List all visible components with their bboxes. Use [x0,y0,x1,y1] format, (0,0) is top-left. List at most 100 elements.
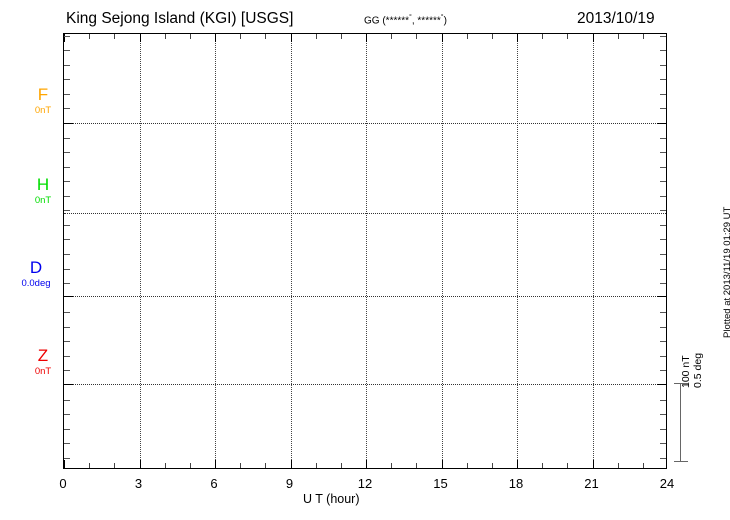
x-axis-tick-top [265,34,267,39]
x-axis-tick [441,460,443,468]
x-axis-tick-top [340,34,342,39]
x-axis-tick [164,463,166,468]
x-axis-tick-top [441,34,443,42]
x-axis-tick [89,463,91,468]
y-axis-tick-right [660,355,666,357]
x-axis-tick [416,463,418,468]
component-label-f: F 0nT [30,86,56,117]
component-baseline-d: 0.0deg [21,278,51,289]
y-axis-tick-right [660,79,666,81]
y-axis-tick-right [657,123,666,124]
x-axis-tick-top [642,34,644,39]
component-letter-f: F [37,85,49,104]
y-axis-tick-right [660,166,666,168]
x-axis-ticklabel: 6 [210,476,218,491]
y-axis-tick-right [660,370,666,372]
y-axis-tick [64,399,70,401]
y-axis-tick [64,224,70,226]
y-axis-tick [64,341,70,343]
vertical-gridline [366,34,367,468]
degree-symbol-lon: ° [440,14,444,21]
vertical-gridline [592,34,594,468]
y-axis-tick-right [660,268,666,270]
y-axis-tick-right [660,312,666,314]
x-axis-tick [64,460,65,468]
y-axis-tick-right [660,443,666,445]
x-axis-tick [366,460,367,468]
x-axis-tick [391,463,393,468]
vertical-gridline [215,34,216,468]
x-axis-tick-top [114,34,116,39]
x-axis-title: U T (hour) [303,492,360,506]
coords-longitude: ****** [417,15,441,27]
y-axis-tick-right [660,224,666,226]
y-axis-tick [64,108,70,110]
x-axis-tick-top [366,34,367,42]
y-axis-tick-right [660,93,666,95]
coords-suffix: ) [443,15,447,27]
component-letter-d: D [29,258,43,277]
y-axis-tick [64,443,70,445]
y-axis-tick [64,35,70,37]
x-axis-ticklabel: 15 [433,476,448,491]
scale-bar-label-deg: 0.5 deg [691,352,704,388]
y-axis-tick-right [660,414,666,415]
y-axis-tick [64,93,70,95]
y-axis-tick [64,296,73,297]
y-axis-tick [64,268,70,270]
y-axis-tick [64,195,70,197]
x-axis-tick-top [64,34,65,42]
baseline-gridline-horizontal [64,213,666,214]
component-baseline-f: 0nT [34,105,52,116]
x-axis-tick-top [189,34,191,39]
x-axis-tick-top [491,34,493,39]
baseline-gridline-declination [64,296,666,297]
y-axis-tick [64,210,70,212]
y-axis-tick-right [660,399,666,401]
x-axis-tick-top [290,34,292,42]
y-axis-tick [64,384,73,385]
y-axis-tick-right [660,35,666,37]
component-label-z: Z 0nT [30,347,56,378]
y-axis-tick [64,137,70,139]
coords-prefix: GG ( [364,15,386,27]
y-axis-tick [64,355,70,357]
x-axis-tick-top [466,34,468,39]
x-axis-ticklabel: 21 [584,476,599,491]
x-axis-ticklabel: 18 [508,476,524,491]
component-letter-z: Z [37,346,49,365]
y-axis-tick-right [660,326,666,328]
y-axis-tick [64,414,70,415]
x-axis-tick-top [592,34,594,42]
component-baseline-z: 0nT [34,366,52,377]
plot-inner [64,34,666,468]
x-axis-tick [517,460,518,468]
y-axis-tick-right [660,239,666,241]
y-axis-tick-right [660,108,666,110]
magnetogram-plot-area [63,33,667,469]
degree-symbol-lat: ° [409,14,412,21]
x-axis-tick [642,463,644,468]
y-axis-tick-right [660,428,666,430]
x-axis-tick [114,463,116,468]
y-axis-tick [64,239,70,241]
x-axis-tick [567,463,569,468]
vertical-gridline [517,34,518,468]
x-axis-tick-top [391,34,393,39]
y-axis-tick [64,312,70,314]
y-axis-tick-right [660,152,666,154]
scale-bar-label: 100 nT 0.5 deg [680,318,704,388]
x-axis-tick-top [215,34,216,42]
y-axis-tick [64,370,70,372]
x-axis-ticklabel: 9 [285,476,294,491]
component-baseline-h: 0nT [34,195,52,206]
y-axis-tick-right [660,50,666,52]
y-axis-tick [64,326,70,328]
x-axis-tick [315,463,317,468]
x-axis-tick [542,463,544,468]
y-axis-tick [64,428,70,430]
x-axis-tick-top [542,34,544,39]
coords-latitude: ****** [385,15,410,27]
y-axis-tick-right [660,341,666,343]
x-axis-tick [466,463,468,468]
